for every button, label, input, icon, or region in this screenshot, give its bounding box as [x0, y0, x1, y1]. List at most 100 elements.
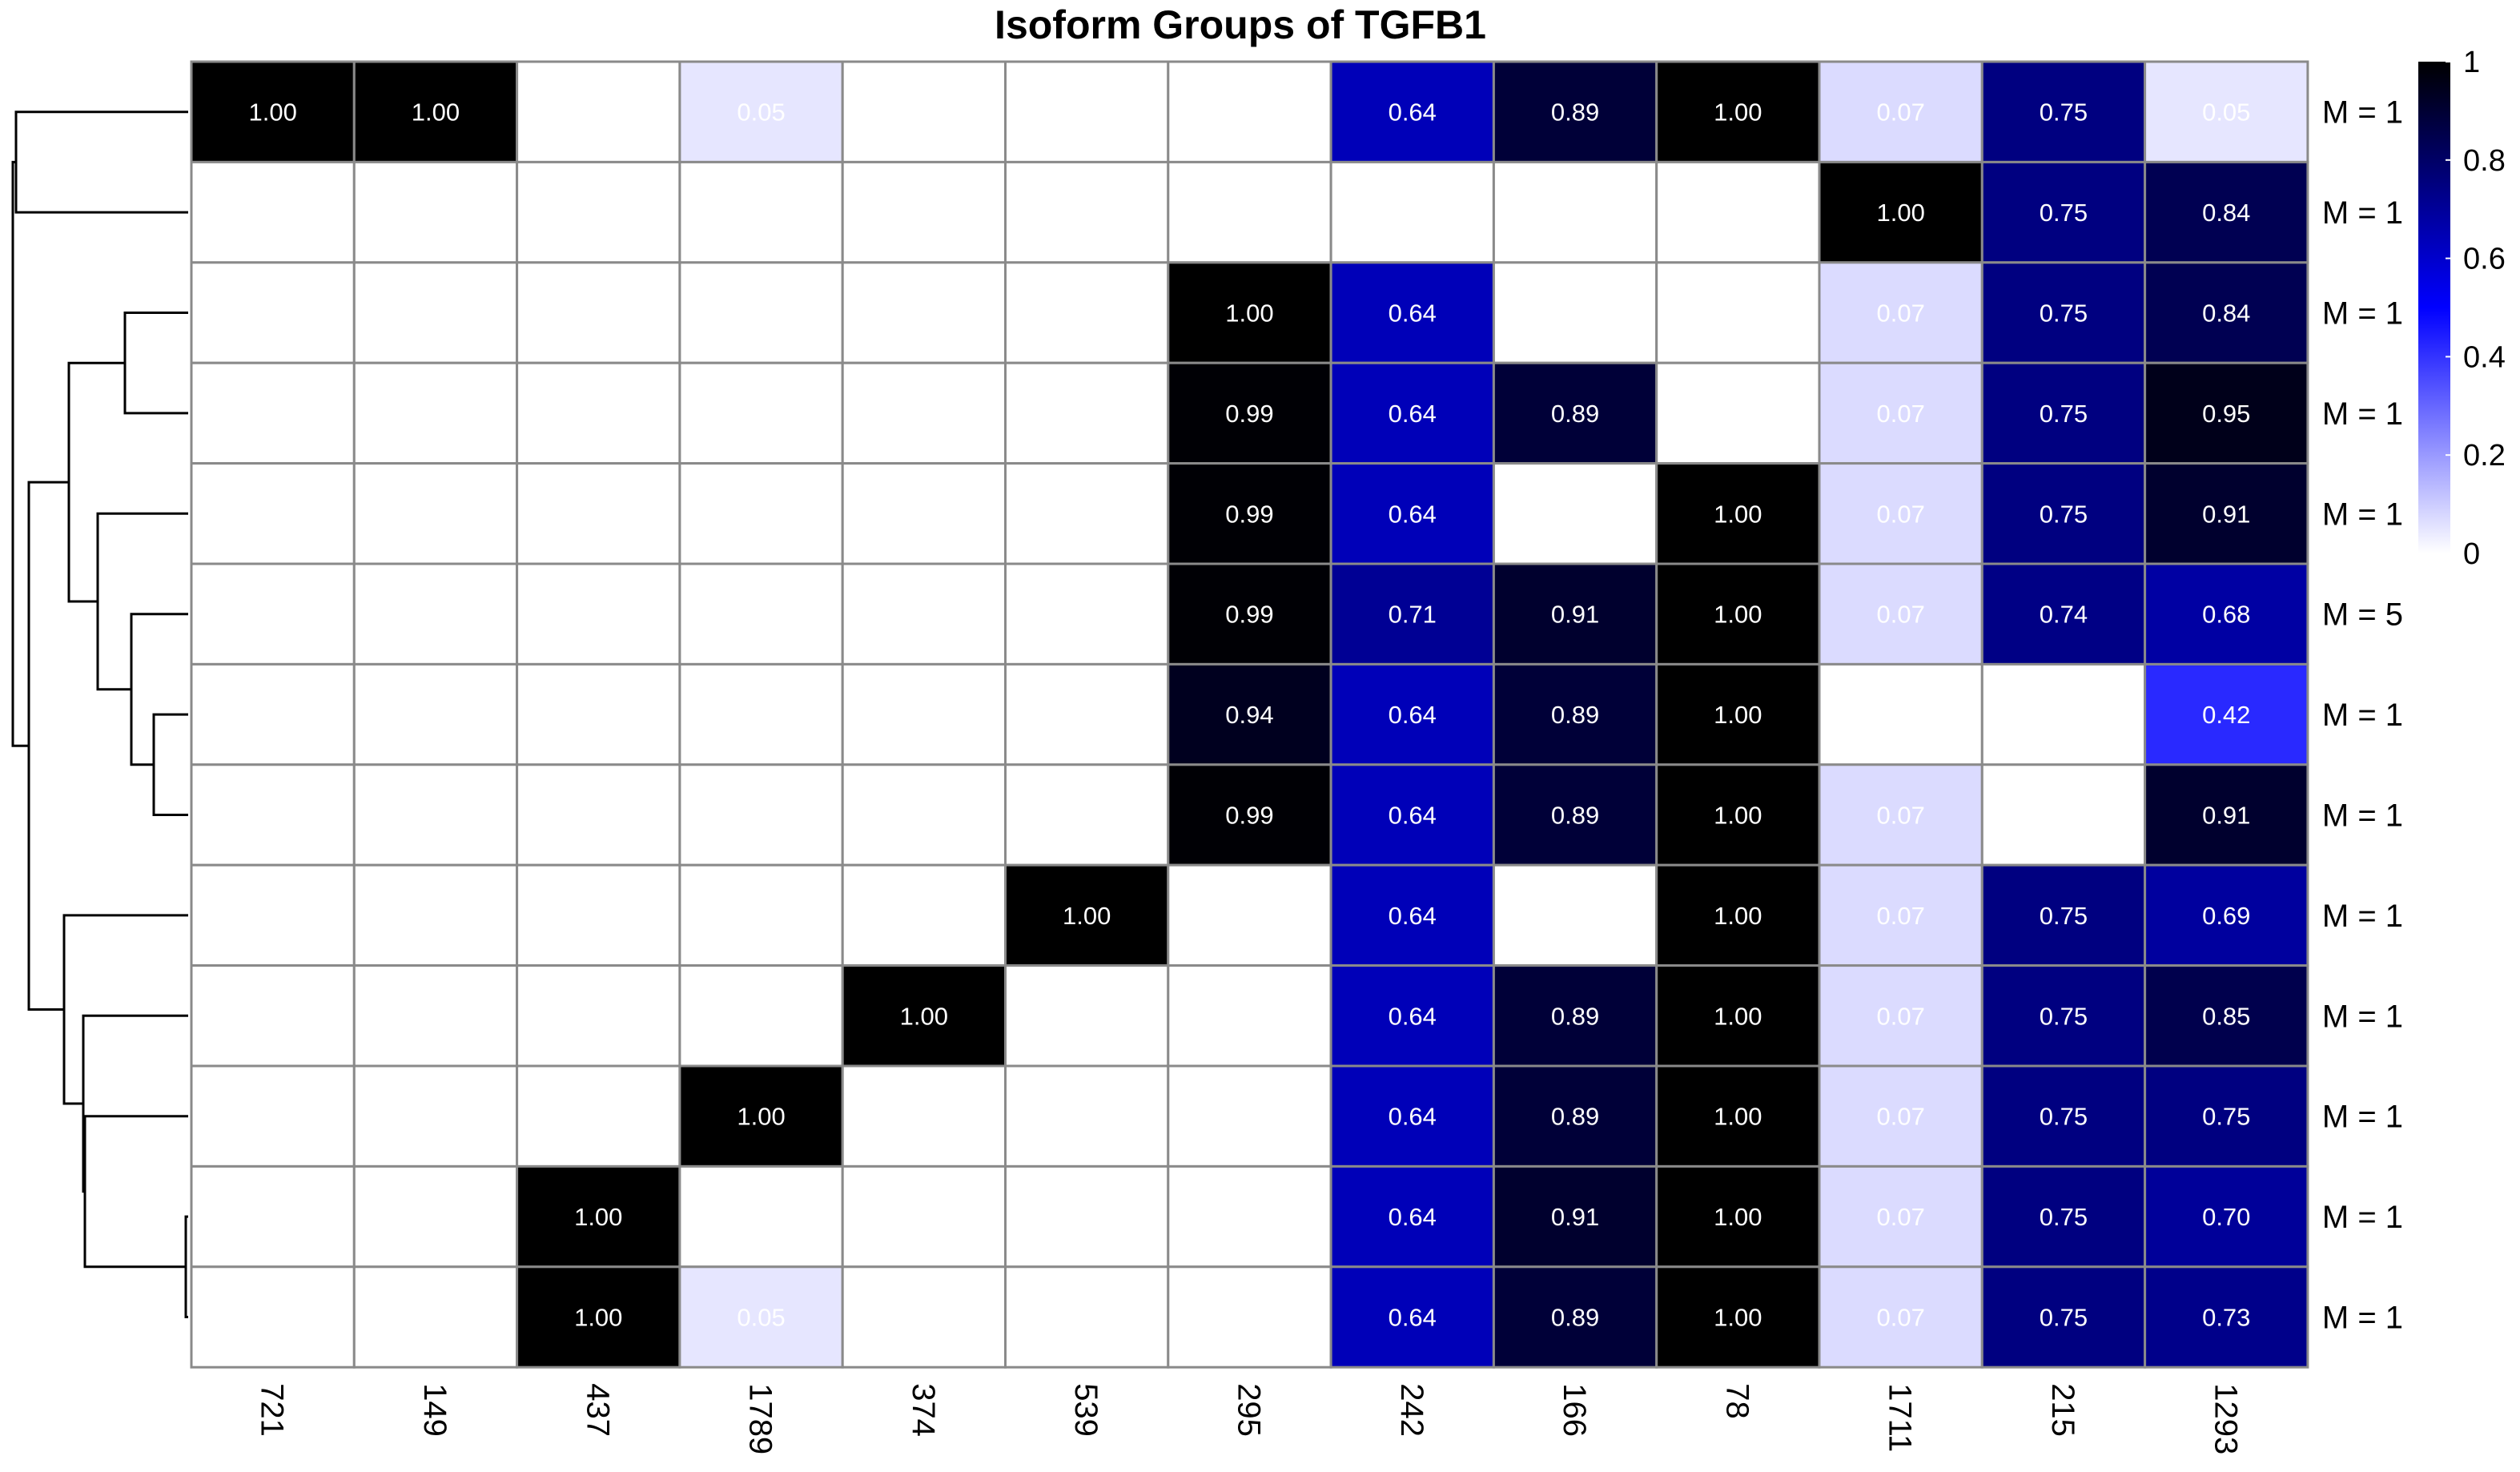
- heatmap-cell: [841, 662, 1007, 766]
- cell-value-label: 1.00: [900, 1002, 948, 1030]
- heatmap-cell: [190, 562, 356, 666]
- cell-value-label: 0.74: [2040, 601, 2088, 629]
- cell-value-label: 0.84: [2202, 300, 2250, 328]
- cell-value-label: 0.07: [1876, 601, 1924, 629]
- cell-value-label: 0.69: [2202, 902, 2250, 930]
- heatmap-cell: [841, 1265, 1007, 1369]
- heatmap-cell: [841, 1164, 1007, 1269]
- heatmap-cell: [352, 763, 519, 867]
- heatmap-cell: [841, 562, 1007, 666]
- cell-value-label: 1.00: [1714, 701, 1762, 729]
- column-label: 166: [1557, 1383, 1592, 1437]
- row-label: M = 1: [2322, 396, 2403, 432]
- cell-value-label: 0.75: [2040, 902, 2088, 930]
- heatmap-cell: [1004, 60, 1170, 163]
- heatmap-cell: [352, 60, 519, 163]
- cell-value-label: 0.07: [1876, 1103, 1924, 1131]
- heatmap-cell: [1655, 1265, 1821, 1369]
- heatmap-cell: [190, 462, 356, 565]
- heatmap-cell: [1329, 361, 1495, 465]
- heatmap-cell: [678, 662, 844, 766]
- cell-value-label: 0.64: [1389, 99, 1437, 127]
- cell-value-label: 0.85: [2202, 1002, 2250, 1030]
- cell-value-label: 0.07: [1876, 1203, 1924, 1231]
- cell-value-label: 0.89: [1551, 99, 1599, 127]
- heatmap-cell: [352, 1164, 519, 1269]
- heatmap-cell: [1655, 763, 1821, 867]
- heatmap-cell: [1980, 261, 2147, 364]
- heatmap-cell: [1329, 562, 1495, 666]
- heatmap-cell: [1167, 361, 1332, 465]
- cell-value-label: 0.89: [1551, 1002, 1599, 1030]
- cell-value-label: 1.00: [1225, 300, 1273, 328]
- cell-value-label: 0.07: [1876, 300, 1924, 328]
- cell-value-label: 0.71: [1389, 601, 1437, 629]
- heatmap-cell: [1167, 160, 1332, 264]
- cell-value-label: 0.84: [2202, 199, 2250, 227]
- heatmap-cell: [352, 160, 519, 264]
- cell-value-label: 1.00: [1714, 802, 1762, 830]
- heatmap-cell: [516, 662, 681, 766]
- row-label: M = 1: [2322, 698, 2403, 733]
- heatmap-cell: [2144, 462, 2309, 565]
- heatmap-cell: [841, 763, 1007, 867]
- heatmap-cell: [1004, 964, 1170, 1068]
- heatmap-cell: [352, 662, 519, 766]
- column-label: 374: [906, 1383, 941, 1437]
- cell-value-label: 0.07: [1876, 99, 1924, 127]
- cell-value-label: 0.64: [1389, 802, 1437, 830]
- cell-value-label: 0.05: [737, 1304, 785, 1332]
- cell-value-label: 0.75: [2040, 400, 2088, 428]
- cell-value-label: 0.05: [2202, 99, 2250, 127]
- row-label: M = 1: [2322, 798, 2403, 834]
- heatmap-cell: [516, 462, 681, 565]
- heatmap-cell: [190, 261, 356, 364]
- cell-value-label: 0.64: [1389, 1103, 1437, 1131]
- heatmap-cell: [190, 662, 356, 766]
- cell-value-label: 0.07: [1876, 400, 1924, 428]
- column-labels: 721 149 437 1789 374 539 295 242 166 78 1711 215 129…: [255, 1383, 2244, 1454]
- cell-value-label: 0.94: [1225, 701, 1273, 729]
- cell-value-label: 1.00: [1063, 902, 1111, 930]
- cell-value-label: 1.00: [574, 1304, 622, 1332]
- column-label: 1789: [743, 1383, 778, 1454]
- heatmap-cell: [1167, 863, 1332, 967]
- heatmap-cell: [1980, 1265, 2147, 1369]
- cell-value-label: 0.75: [2040, 1002, 2088, 1030]
- cell-value-label: 0.64: [1389, 300, 1437, 328]
- heatmap-cell: [1004, 1164, 1170, 1269]
- heatmap-cell: [1004, 1064, 1170, 1168]
- heatmap-cell: [1492, 261, 1658, 364]
- heatmap-cells: 1.00 1.00 0.05 0.64 0.89 1.00 0.07 0.75 0.05 1.00…: [190, 60, 2309, 1369]
- heatmap-cell: [352, 562, 519, 666]
- cell-value-label: 0.75: [2040, 500, 2088, 528]
- heatmap-cell: [2144, 261, 2309, 364]
- cell-value-label: 0.75: [2202, 1103, 2250, 1131]
- cell-value-label: 0.99: [1225, 601, 1273, 629]
- cell-value-label: 0.75: [2040, 1304, 2088, 1332]
- cell-value-label: 0.89: [1551, 400, 1599, 428]
- column-label: 539: [1068, 1383, 1103, 1437]
- heatmap-cell: [1329, 763, 1495, 867]
- heatmap-cell: [1004, 763, 1170, 867]
- column-label: 149: [417, 1383, 452, 1437]
- legend-tick-label: 0.2: [2463, 439, 2506, 473]
- cell-value-label: 0.99: [1225, 500, 1273, 528]
- heatmap-cell: [678, 562, 844, 666]
- legend-tick-label: 1: [2463, 46, 2480, 79]
- heatmap-cell: [1980, 60, 2147, 163]
- heatmap-cell: [1492, 462, 1658, 565]
- heatmap-cell: [2144, 1164, 2309, 1269]
- cell-value-label: 1.00: [1714, 1103, 1762, 1131]
- cell-value-label: 1.00: [412, 99, 460, 127]
- heatmap-cell: [1492, 964, 1658, 1068]
- heatmap-cell: [190, 160, 356, 264]
- heatmap-cell: [2144, 60, 2309, 163]
- heatmap-cell: [352, 863, 519, 967]
- cell-value-label: 1.00: [1714, 601, 1762, 629]
- cell-value-label: 0.07: [1876, 902, 1924, 930]
- row-label: M = 1: [2322, 195, 2403, 231]
- heatmap-cell: [1329, 1064, 1495, 1168]
- heatmap-cell: [1167, 1265, 1332, 1369]
